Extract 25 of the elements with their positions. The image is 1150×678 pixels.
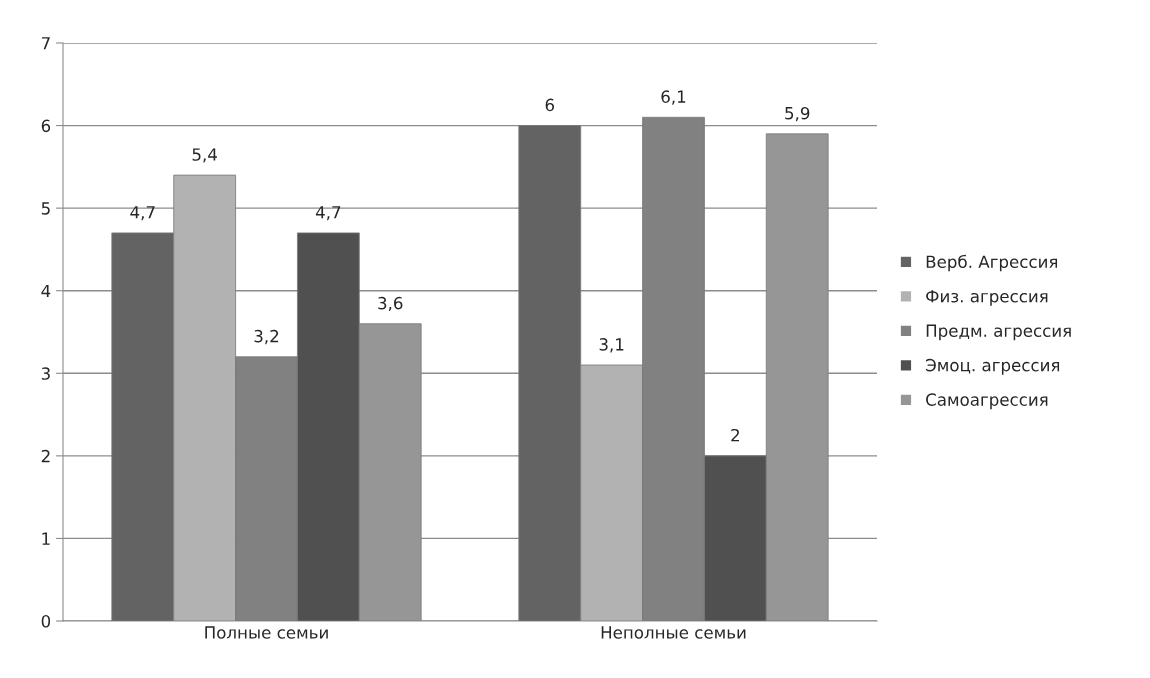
legend-label: Предм. агрессия [926, 324, 1071, 341]
data-label: 6 [545, 98, 555, 112]
data-label: 3,2 [254, 329, 279, 345]
legend-label: Физ. агрессия [926, 290, 1048, 306]
y-tick-label: 4 [41, 284, 51, 298]
y-tick-label: 7 [41, 37, 50, 50]
data-label: 6,1 [661, 90, 686, 105]
y-tick-label: 0 [41, 614, 51, 628]
data-label: 3,6 [378, 296, 403, 312]
y-tick-label: 5 [41, 202, 50, 215]
legend-label: Самоагрессия [926, 393, 1048, 410]
data-label: 5,4 [192, 148, 217, 163]
legend-label: Эмоц. агрессия [926, 358, 1060, 375]
x-tick-label: Полные семьи [205, 626, 328, 639]
data-label: 4,7 [315, 206, 341, 221]
x-tick-label: Неполные семьи [601, 626, 746, 639]
y-tick-label: 3 [41, 367, 50, 380]
legend-label: Верб. Агрессия [926, 254, 1058, 272]
data-label: 5,9 [785, 106, 810, 122]
data-label: 4,7 [130, 206, 155, 221]
y-tick-label: 1 [42, 532, 50, 545]
y-tick-label: 2 [41, 449, 50, 463]
data-label: 2 [731, 428, 739, 442]
y-tick-label: 6 [41, 119, 51, 133]
data-label: 3,1 [599, 338, 624, 353]
